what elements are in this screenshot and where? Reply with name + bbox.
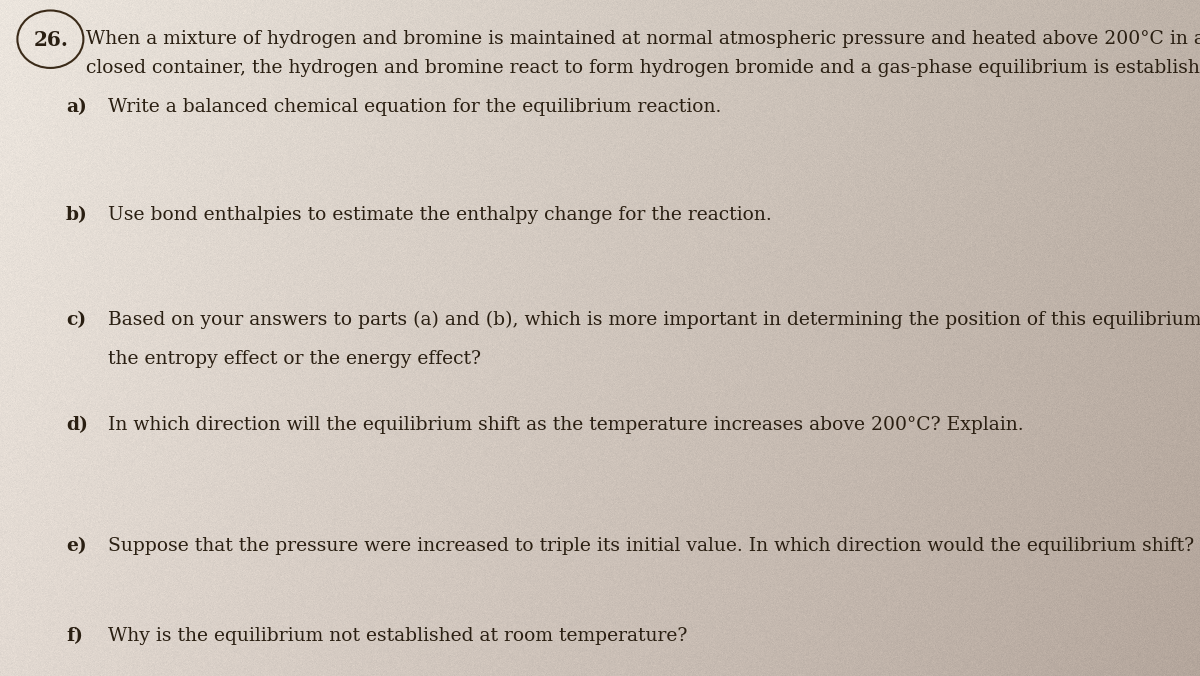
Text: Based on your answers to parts (a) and (b), which is more important in determini: Based on your answers to parts (a) and (… (108, 311, 1200, 329)
Text: b): b) (66, 206, 88, 224)
Text: e): e) (66, 537, 86, 556)
Text: When a mixture of hydrogen and bromine is maintained at normal atmospheric press: When a mixture of hydrogen and bromine i… (86, 30, 1200, 49)
Text: In which direction will the equilibrium shift as the temperature increases above: In which direction will the equilibrium … (108, 416, 1024, 434)
Text: Why is the equilibrium not established at room temperature?: Why is the equilibrium not established a… (108, 627, 688, 646)
Text: 26.: 26. (34, 30, 68, 51)
Text: Suppose that the pressure were increased to triple its initial value. In which d: Suppose that the pressure were increased… (108, 537, 1194, 556)
Text: f): f) (66, 627, 83, 646)
Text: a): a) (66, 98, 86, 116)
Text: Use bond enthalpies to estimate the enthalpy change for the reaction.: Use bond enthalpies to estimate the enth… (108, 206, 772, 224)
Text: c): c) (66, 311, 86, 329)
Text: Write a balanced chemical equation for the equilibrium reaction.: Write a balanced chemical equation for t… (108, 98, 721, 116)
Text: d): d) (66, 416, 88, 434)
Text: the entropy effect or the energy effect?: the entropy effect or the energy effect? (108, 350, 481, 368)
Text: closed container, the hydrogen and bromine react to form hydrogen bromide and a : closed container, the hydrogen and bromi… (86, 59, 1200, 78)
